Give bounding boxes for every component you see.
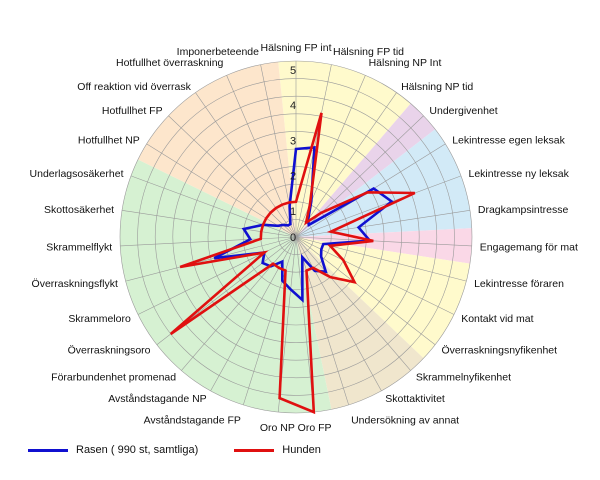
data-series <box>169 112 416 415</box>
grid-spoke-15 <box>295 236 315 413</box>
grid-spoke-19 <box>181 236 297 371</box>
category-label-6: Lekintresse ny leksak <box>469 168 570 180</box>
grid-spoke-23 <box>120 236 297 247</box>
category-label-18: Avståndstagande NP <box>108 393 206 405</box>
category-label-16: Oro NP <box>260 422 295 434</box>
category-label-21: Skrammeloro <box>68 313 131 325</box>
category-label-14: Undersökning av annat <box>351 415 459 427</box>
category-label-8: Engagemang för mat <box>480 241 578 253</box>
radar-grid <box>119 60 473 414</box>
category-label-25: Underlagsosäkerhet <box>30 168 124 180</box>
category-label-22: Överraskningsflykt <box>32 278 118 290</box>
legend: Rasen ( 990 st, samtliga) Hunden <box>28 444 321 456</box>
grid-spoke-8 <box>295 236 472 247</box>
legend-item-hunden: Hunden <box>234 444 321 456</box>
sector-2 <box>296 129 472 237</box>
category-label-15: Oro FP <box>298 422 332 434</box>
category-label-3: Hälsning NP tid <box>401 81 473 93</box>
category-label-10: Kontakt vid mat <box>461 313 533 325</box>
tick-label-3: 3 <box>290 135 296 147</box>
category-label-19: Förarbundenhet promenad <box>51 372 176 384</box>
category-label-7: Dragkampsintresse <box>478 204 569 216</box>
tick-label-5: 5 <box>290 65 296 77</box>
grid-spoke-22 <box>125 236 297 282</box>
category-label-17: Avståndstagande FP <box>144 415 241 427</box>
category-label-5: Lekintresse egen leksak <box>452 135 565 147</box>
grid-spoke-24 <box>121 210 297 238</box>
category-label-2: Hälsning NP Int <box>369 57 442 69</box>
category-label-23: Skrammelflykt <box>46 241 112 253</box>
legend-item-rasen: Rasen ( 990 st, samtliga) <box>28 444 198 456</box>
tick-label-2: 2 <box>290 171 296 183</box>
grid-spoke-14 <box>295 236 349 406</box>
series-line-1 <box>169 112 416 415</box>
sector-5 <box>296 237 424 410</box>
sector-7 <box>137 61 296 237</box>
series-line-0 <box>213 145 394 303</box>
legend-swatch-rasen <box>28 448 68 452</box>
grid-spoke-12 <box>295 236 411 371</box>
grid-spoke-7 <box>295 210 471 238</box>
legend-label-rasen: Rasen ( 990 st, samtliga) <box>76 444 199 456</box>
tick-label-1: 1 <box>290 206 296 218</box>
category-label-26: Hotfullhet NP <box>78 135 140 147</box>
radial-tick-labels: 0 1 2 3 4 5 <box>290 65 296 244</box>
grid-spoke-26 <box>146 143 297 238</box>
category-label-24: Skottosäkerhet <box>44 204 114 216</box>
legend-label-hunden: Hunden <box>282 444 321 456</box>
grid-spoke-11 <box>295 236 436 345</box>
grid-spoke-27 <box>168 115 297 238</box>
grid-spoke-6 <box>295 175 462 238</box>
grid-spoke-29 <box>226 75 297 238</box>
category-label-1: Hälsning FP tid <box>333 46 404 58</box>
tick-label-4: 4 <box>290 100 296 112</box>
category-label-28: Off reaktion vid överrask <box>77 81 191 93</box>
grid-spoke-25 <box>130 175 297 238</box>
grid-spoke-21 <box>137 236 297 315</box>
category-label-27: Hotfullhet FP <box>102 105 163 117</box>
category-label-12: Skrammelnyfikenhet <box>416 372 511 384</box>
legend-swatch-hunden <box>234 448 275 452</box>
category-label-13: Skottaktivitet <box>385 393 445 405</box>
category-label-4: Undergivenhet <box>429 105 497 117</box>
grid-spoke-13 <box>295 236 382 392</box>
grid-spoke-28 <box>195 92 297 238</box>
category-label-11: Överraskningsnyfikenhet <box>442 345 558 357</box>
sector-3 <box>296 228 472 264</box>
grid-spoke-3 <box>295 92 397 238</box>
category-label-29: Hotfullhet överraskning <box>116 57 224 69</box>
tick-label-0: 0 <box>290 232 296 244</box>
category-label-30: Imponerbeteende <box>177 46 259 58</box>
category-label-20: Överraskningsoro <box>68 345 151 357</box>
category-label-9: Lekintresse föraren <box>474 278 564 290</box>
grid-spoke-17 <box>243 236 297 406</box>
category-label-0: Hälsning FP int <box>260 42 331 54</box>
